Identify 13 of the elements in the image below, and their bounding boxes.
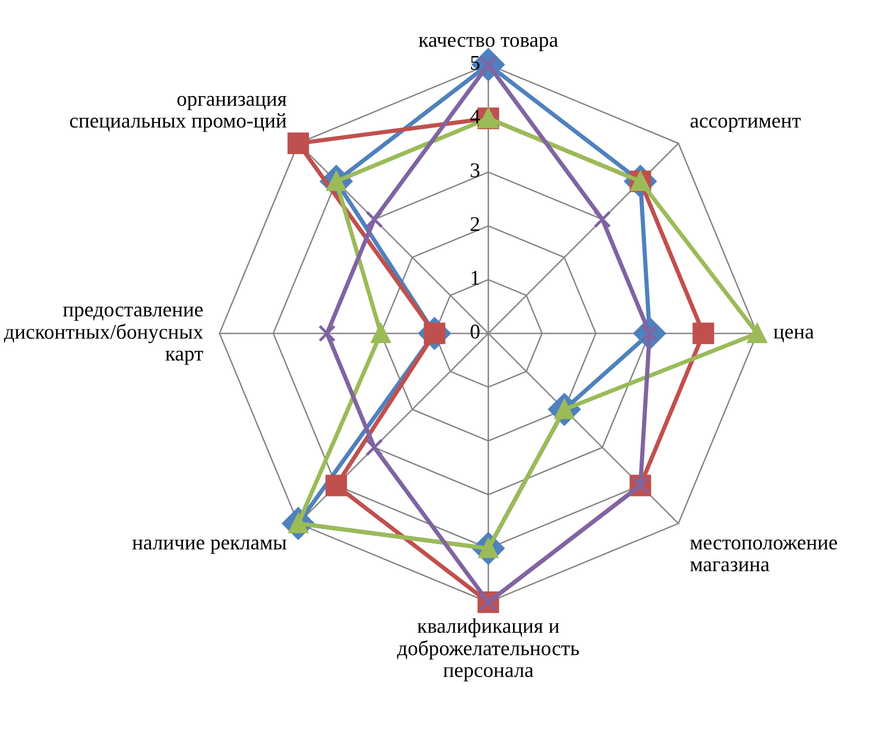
spoke-label: предоставление дисконтных/бонусных карт — [4, 306, 204, 365]
spoke-label: наличие рекламы — [132, 540, 286, 554]
spoke-label: качество товара — [418, 36, 558, 52]
y-tick-label: 0 — [470, 324, 480, 339]
spoke-label: местоположение магазина — [690, 540, 837, 572]
y-tick-label: 2 — [470, 217, 480, 231]
y-tick-label: 1 — [472, 270, 480, 285]
spoke-label: цена — [774, 328, 814, 342]
y-tick-label: 4 — [470, 110, 480, 124]
spoke-label: организация специальных промо-ций — [70, 96, 286, 132]
spoke-label: квалификация и доброжелательность персонала — [397, 618, 579, 682]
spoke-label: ассортимент — [690, 118, 801, 132]
y-tick-label: 3 — [470, 163, 480, 178]
